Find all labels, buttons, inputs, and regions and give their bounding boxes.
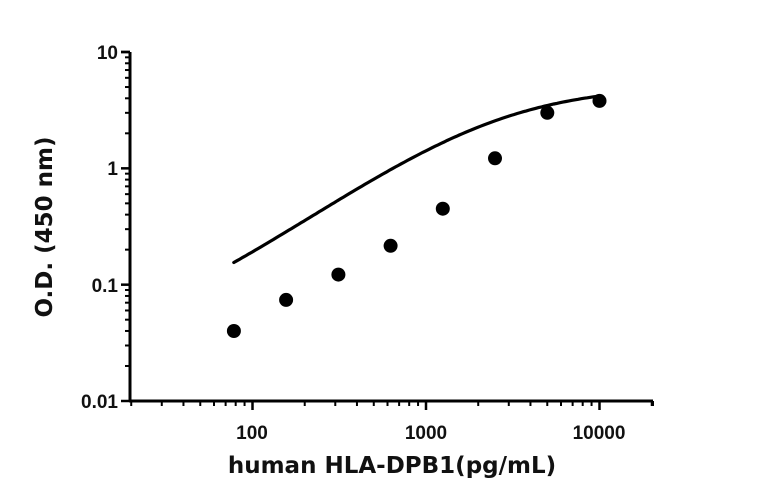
y-axis-title: O.D. (450 nm) [32,136,58,317]
y-tick-label-0.01: 0.01 [81,392,118,413]
data-point [592,93,607,108]
data-point [331,267,346,282]
x-axis-title: human HLA-DPB1(pg/mL) [228,453,556,479]
fit-curve-path [232,94,602,265]
tick-labels: 10 1 0.1 0.01 100 1000 10000 [81,43,625,444]
axes [121,50,654,410]
data-point [540,105,555,120]
data-point [383,238,398,253]
x-tick-label-1000: 1000 [405,423,447,444]
data-points [226,93,607,338]
x-tick-label-100: 100 [236,423,268,444]
fit-curve [232,94,602,265]
data-point [488,151,502,166]
data-point [435,201,450,216]
x-tick-label-10000: 10000 [573,423,626,444]
y-tick-label-0.1: 0.1 [92,276,119,297]
y-tick-label-10: 10 [97,43,118,64]
y-tick-label-1: 1 [107,159,118,180]
data-point [226,324,241,338]
data-point [279,292,294,307]
